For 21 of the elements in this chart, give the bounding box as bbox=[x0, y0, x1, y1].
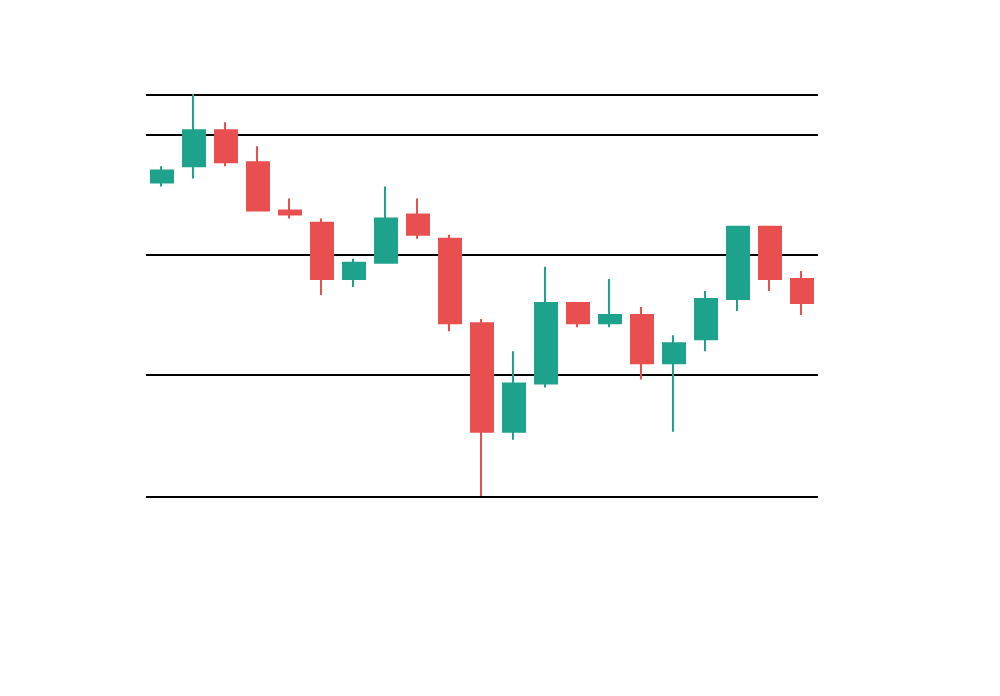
candlestick bbox=[406, 197, 430, 240]
candlestick bbox=[662, 334, 686, 433]
candlestick bbox=[278, 197, 302, 220]
candlestick bbox=[534, 265, 558, 389]
candlestick bbox=[342, 257, 366, 288]
candlestick bbox=[374, 185, 398, 264]
candlestick bbox=[598, 277, 622, 329]
candlestick bbox=[246, 145, 270, 212]
candlestick bbox=[502, 350, 526, 441]
candlestick bbox=[214, 121, 238, 168]
candlestick bbox=[470, 318, 494, 497]
candlestick bbox=[790, 269, 814, 317]
candlestick bbox=[566, 302, 590, 329]
candlestick bbox=[310, 217, 334, 296]
candlestick bbox=[630, 306, 654, 381]
candlestick bbox=[438, 233, 462, 333]
candlestick bbox=[694, 289, 718, 353]
candlestick bbox=[182, 93, 206, 180]
candlestick bbox=[150, 165, 174, 188]
candlestick bbox=[758, 225, 782, 292]
candlestick bbox=[726, 225, 750, 313]
